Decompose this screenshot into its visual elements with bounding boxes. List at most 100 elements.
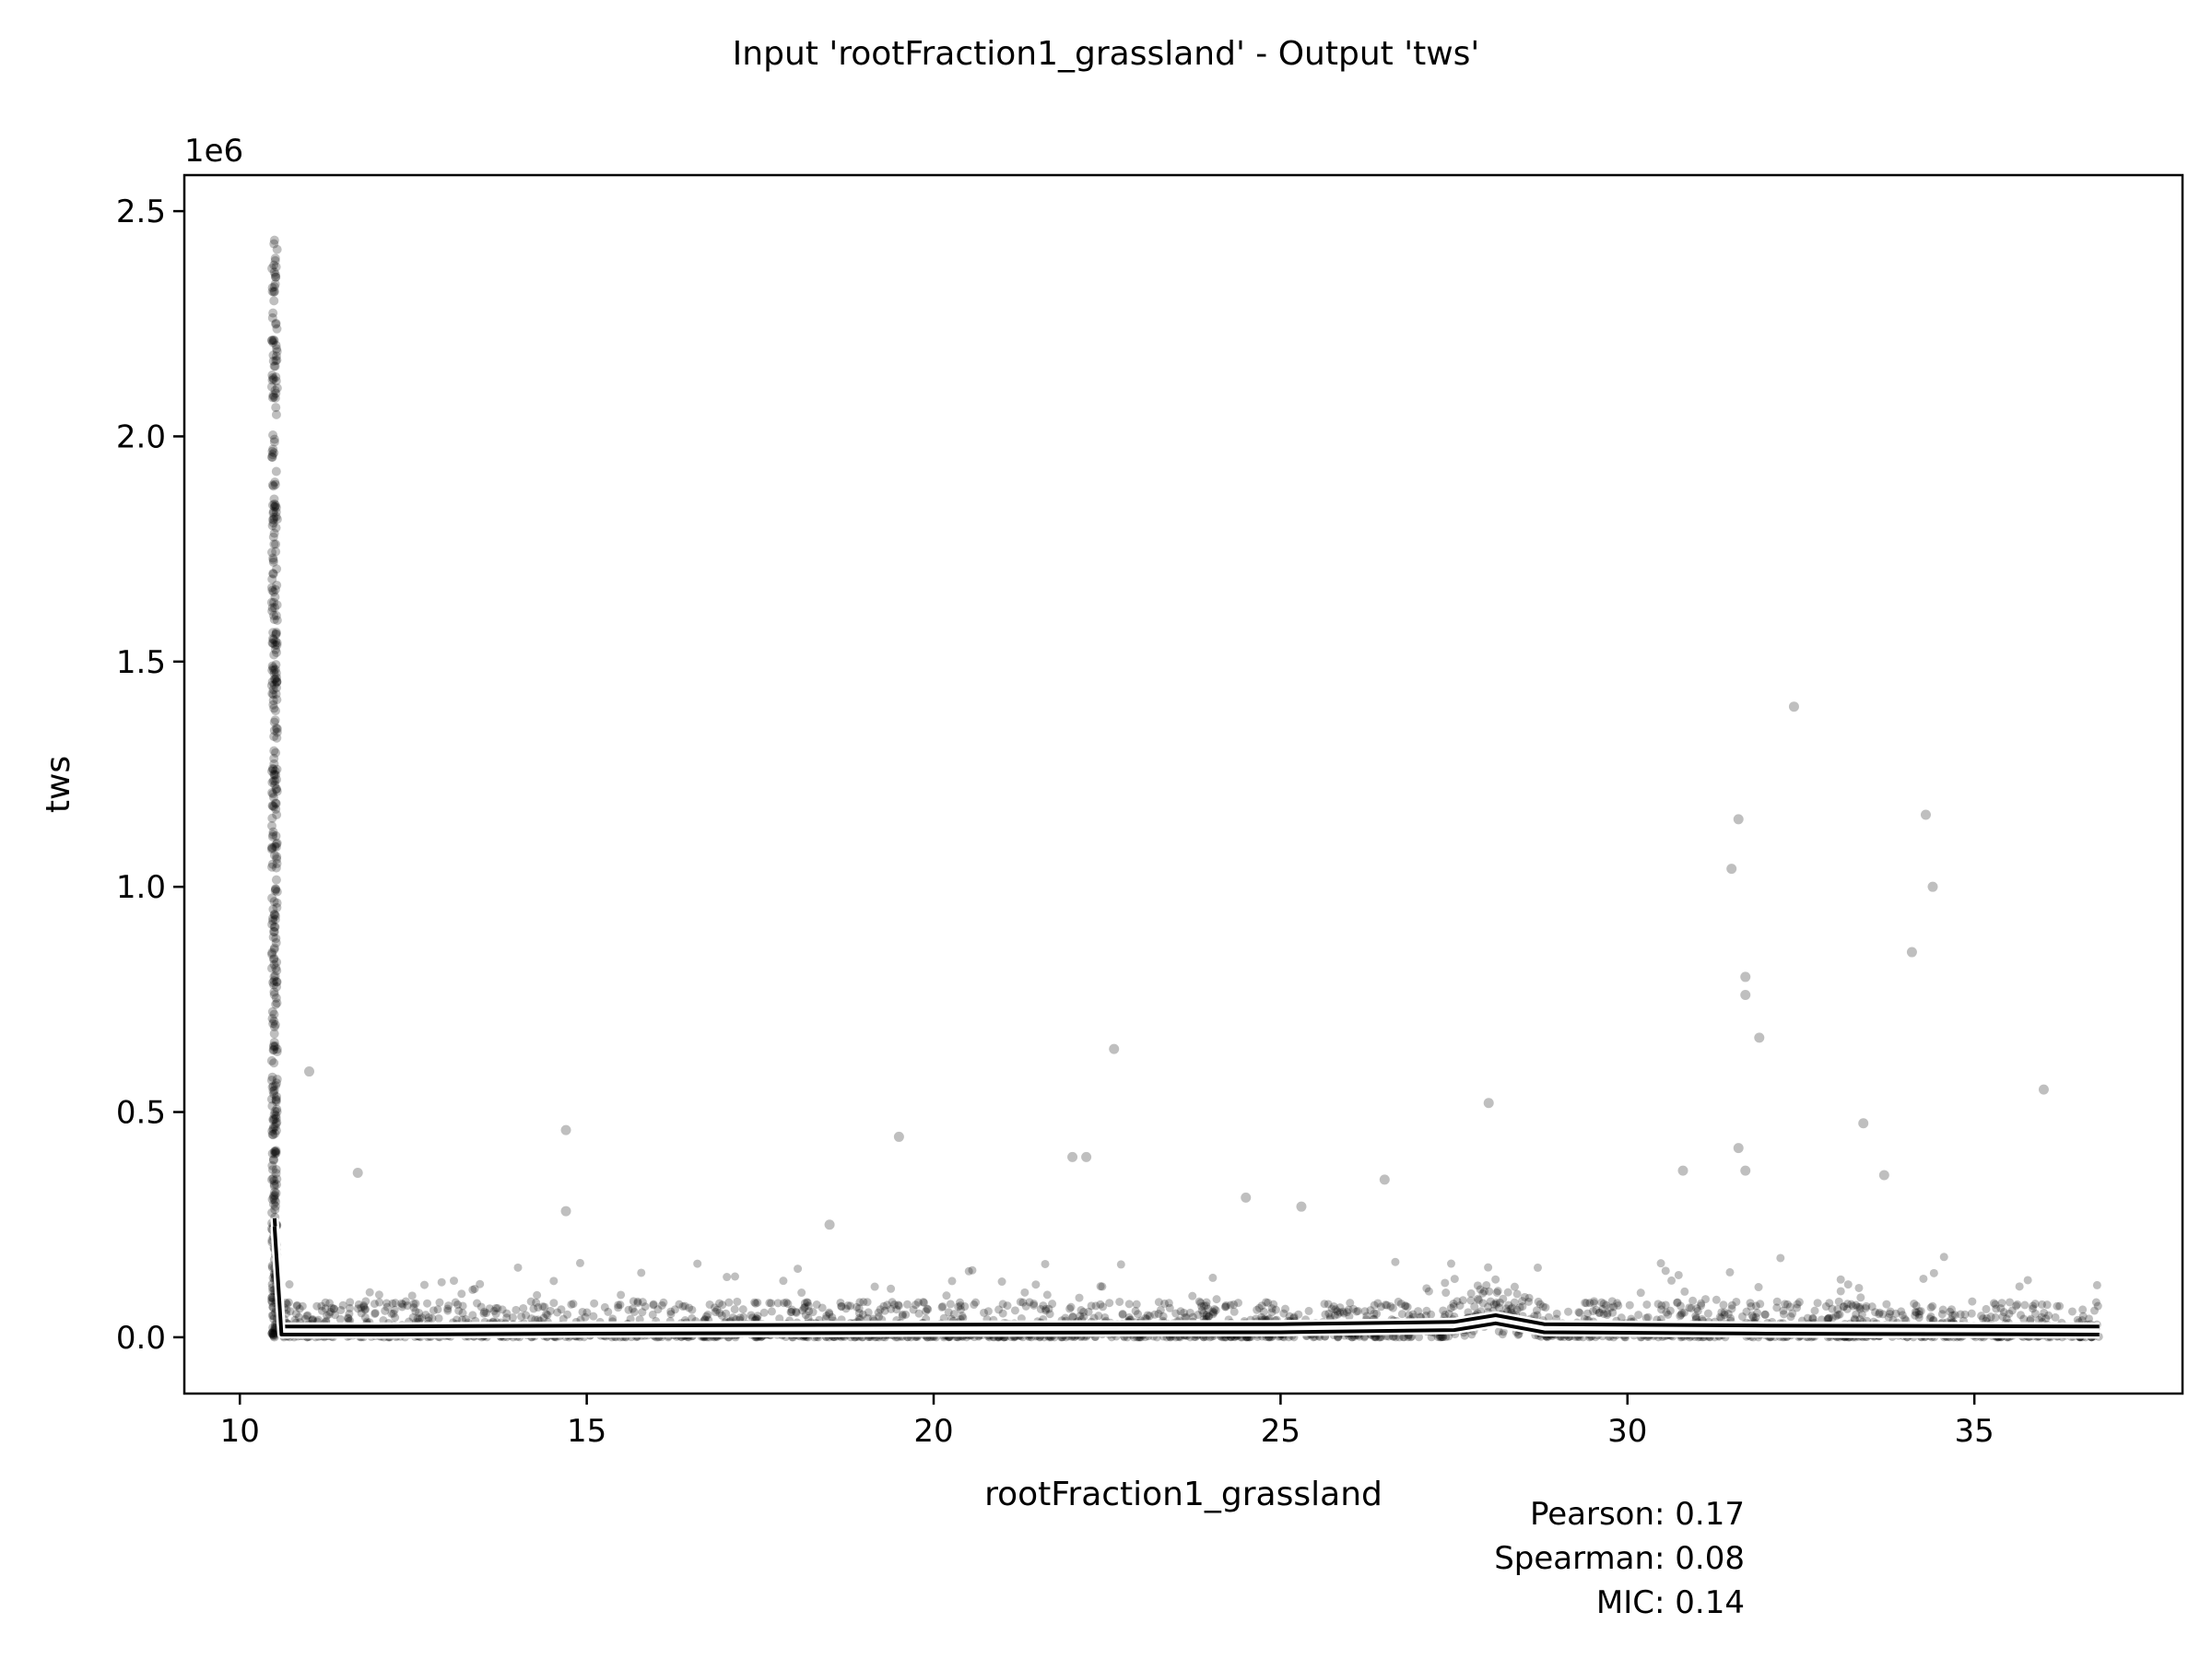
scatter-point: [1264, 1298, 1273, 1307]
scatter-point: [267, 547, 277, 558]
scatter-point: [272, 1180, 282, 1190]
scatter-point: [1020, 1288, 1030, 1297]
scatter-point: [685, 1303, 694, 1312]
scatter-point: [1498, 1330, 1507, 1339]
scatter-point: [271, 1119, 281, 1129]
y-tick-label: 0.5: [116, 1095, 166, 1132]
scatter-point: [458, 1301, 467, 1311]
scatter-point: [453, 1300, 463, 1309]
scatter-point: [272, 724, 282, 734]
scatter-point: [267, 893, 277, 903]
scatter-point: [1196, 1299, 1206, 1308]
scatter-point: [846, 1301, 855, 1311]
scatter-point: [268, 1124, 278, 1134]
scatter-point: [1946, 1307, 1955, 1316]
scatter-point: [272, 244, 282, 254]
scatter-point: [270, 1122, 280, 1132]
scatter-point: [271, 610, 281, 620]
scatter-point: [266, 844, 276, 854]
scatter-point: [1912, 1308, 1922, 1317]
scatter-point: [1938, 1305, 1947, 1314]
scatter-point: [473, 1299, 482, 1308]
scatter-point: [1492, 1300, 1501, 1309]
scatter-point: [2038, 1300, 2047, 1309]
scatter-point: [1581, 1299, 1590, 1308]
outlier-point: [352, 1168, 363, 1179]
scatter-point: [270, 922, 280, 932]
scatter-point: [1253, 1305, 1262, 1314]
scatter-point: [270, 361, 280, 371]
scatter-point: [1115, 1297, 1124, 1306]
scatter-point: [267, 287, 277, 297]
scatter-point: [1603, 1311, 1612, 1320]
scatter-point: [854, 1313, 864, 1323]
scatter-point: [1208, 1310, 1218, 1319]
scatter-point: [1583, 1309, 1593, 1318]
scatter-point: [1176, 1307, 1185, 1316]
scatter-point: [269, 665, 279, 675]
scatter-point: [268, 335, 278, 346]
scatter-point: [1030, 1300, 1039, 1310]
scatter-point: [1048, 1300, 1057, 1309]
scatter-point: [270, 477, 280, 488]
scatter-point: [357, 1309, 366, 1318]
outlier-point: [1726, 864, 1737, 875]
scatter-point: [270, 674, 280, 684]
scatter-point: [1575, 1309, 1584, 1318]
scatter-point: [272, 638, 282, 648]
scatter-point: [1339, 1309, 1348, 1318]
scatter-point: [271, 539, 281, 549]
scatter-point: [874, 1308, 883, 1317]
scatter-point: [1499, 1294, 1508, 1303]
scatter-point: [1956, 1310, 1965, 1319]
scatter-point: [1592, 1305, 1601, 1314]
scatter-point: [272, 982, 282, 992]
scatter-point: [268, 635, 278, 645]
scatter-point: [1289, 1312, 1299, 1322]
scatter-point: [1862, 1301, 1871, 1311]
scatter-point: [1254, 1303, 1264, 1312]
outlier-point: [1081, 1151, 1092, 1162]
scatter-point: [557, 1305, 566, 1314]
scatter-point: [267, 777, 277, 787]
scatter-point: [1783, 1300, 1792, 1309]
scatter-point: [413, 1314, 422, 1324]
scatter-point: [269, 1086, 279, 1096]
scatter-point: [270, 886, 280, 896]
scatter-point: [267, 312, 277, 323]
scatter-point: [688, 1305, 697, 1314]
scatter-point: [1552, 1309, 1561, 1318]
scatter-point: [268, 764, 278, 774]
scatter-point: [345, 1310, 354, 1318]
scatter-point: [357, 1303, 366, 1312]
scatter-point: [1599, 1310, 1608, 1319]
scatter-point: [321, 1298, 330, 1307]
scatter-point: [837, 1302, 846, 1312]
scatter-point: [1852, 1310, 1861, 1319]
scatter-point: [269, 1176, 279, 1186]
scatter-point: [1737, 1312, 1747, 1321]
scatter-point: [1687, 1303, 1696, 1312]
scatter-point: [870, 1282, 879, 1291]
scatter-point: [2092, 1280, 2101, 1289]
scatter-point: [1473, 1281, 1482, 1290]
scatter-point: [269, 770, 279, 780]
scatter-point: [837, 1301, 846, 1311]
scatter-point: [1124, 1312, 1134, 1322]
scatter-point: [773, 1299, 782, 1308]
scatter-point: [1836, 1275, 1845, 1284]
scatter-point: [2055, 1301, 2065, 1311]
scatter-point: [1458, 1296, 1467, 1305]
scatter-point: [1732, 1297, 1741, 1306]
scatter-point: [1884, 1312, 1893, 1322]
scatter-point: [271, 875, 281, 885]
scatter-point: [1947, 1315, 1956, 1324]
scatter-point: [269, 502, 279, 512]
scatter-point: [270, 780, 280, 790]
scatter-point: [1673, 1298, 1682, 1307]
scatter-point: [403, 1301, 412, 1311]
outlier-point: [893, 1131, 904, 1142]
scatter-point: [502, 1313, 512, 1323]
scatter-point: [2020, 1300, 2030, 1310]
scatter-point: [1329, 1301, 1338, 1311]
